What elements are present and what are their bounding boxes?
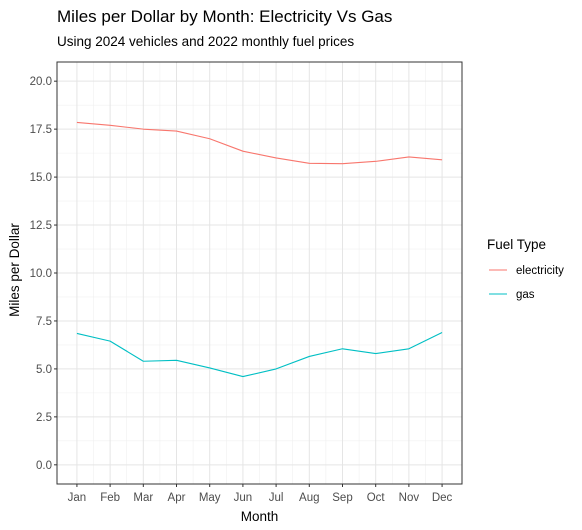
x-tick-label: Oct: [367, 492, 386, 504]
legend-label-electricity: electricity: [516, 265, 564, 277]
axes: 0.0 2.5 5.0 7.5 10.0 12.5 15.0 17.5 20.0 Jan Feb Ma…: [30, 76, 453, 504]
x-tick-label: Jun: [234, 492, 253, 504]
x-tick-label: Dec: [432, 492, 453, 504]
y-tick-label: 17.5: [30, 124, 52, 136]
series-lines: [76, 121, 443, 378]
grid: [57, 62, 462, 484]
y-tick-label: 12.5: [30, 220, 52, 232]
legend-title: Fuel Type: [487, 237, 546, 252]
x-tick-label: Jan: [68, 492, 87, 504]
x-tick-label: Mar: [133, 492, 153, 504]
x-axis-title: Month: [241, 509, 279, 524]
y-tick-label: 5.0: [36, 364, 52, 376]
x-tick-label: Aug: [299, 492, 319, 504]
series-line-gas: [76, 331, 443, 378]
x-tick-label: Apr: [168, 492, 186, 504]
y-axis-title: Miles per Dollar: [7, 223, 22, 317]
chart-subtitle: Using 2024 vehicles and 2022 monthly fue…: [57, 34, 354, 49]
series-line-electricity: [76, 121, 443, 165]
chart-title: Miles per Dollar by Month: Electricity V…: [57, 7, 392, 26]
y-tick-label: 7.5: [36, 316, 52, 328]
x-tick-label: Nov: [399, 492, 420, 504]
x-tick-label: Feb: [100, 492, 120, 504]
y-tick-label: 10.0: [30, 268, 52, 280]
y-tick-label: 20.0: [30, 76, 52, 88]
legend: Fuel Type electricity gas: [487, 237, 564, 301]
x-tick-label: Sep: [332, 492, 352, 504]
legend-label-gas: gas: [516, 289, 535, 301]
y-tick-label: 0.0: [36, 460, 52, 472]
x-tick-label: May: [199, 492, 221, 504]
x-tick-label: Jul: [269, 492, 284, 504]
y-tick-label: 15.0: [30, 172, 52, 184]
y-tick-label: 2.5: [36, 412, 52, 424]
